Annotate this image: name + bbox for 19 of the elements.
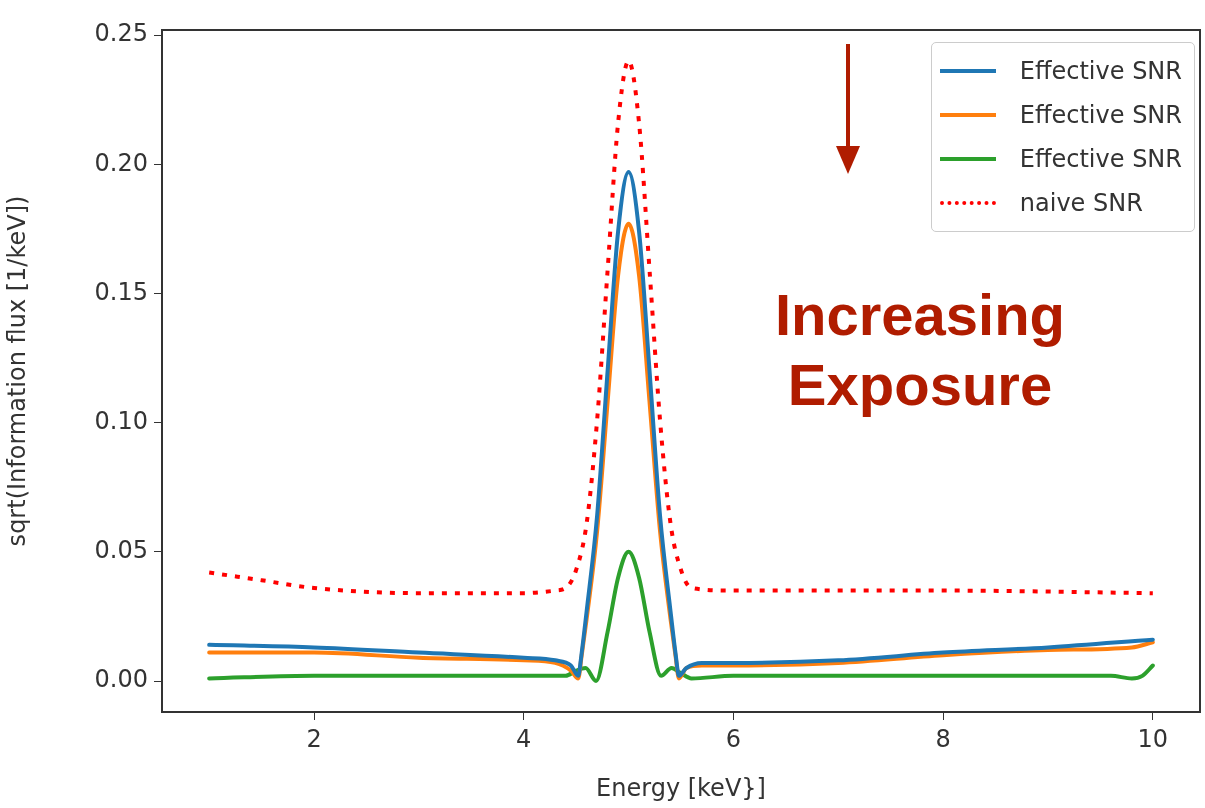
y-tick-label: 0.25 [94,19,148,48]
x-tick-label: 6 [725,724,742,753]
x-tick-label: 8 [935,724,951,753]
legend-label: Effective SNR [1019,145,1182,173]
legend-label: Effective SNR [1019,57,1182,85]
annotation: Increasing Exposure [773,281,1067,419]
y-axis-title: sqrt(Information flux [1/keV]) [2,195,31,547]
x-tick-label: 4 [516,724,532,753]
y-tick-label: 0.00 [94,665,148,694]
x-axis-title: Energy [keV}] [596,773,766,802]
x-tick-label: 10 [1137,724,1169,753]
legend-label: Effective SNR [1019,101,1182,129]
legend-label: naive SNR [1019,189,1143,217]
y-tick-label: 0.20 [94,148,148,177]
y-tick-label: 0.05 [94,536,148,565]
line-series [207,549,1155,683]
y-tick-label: 0.10 [94,406,148,435]
x-tick-label: 2 [306,724,322,753]
y-tick-label: 0.15 [94,277,148,306]
